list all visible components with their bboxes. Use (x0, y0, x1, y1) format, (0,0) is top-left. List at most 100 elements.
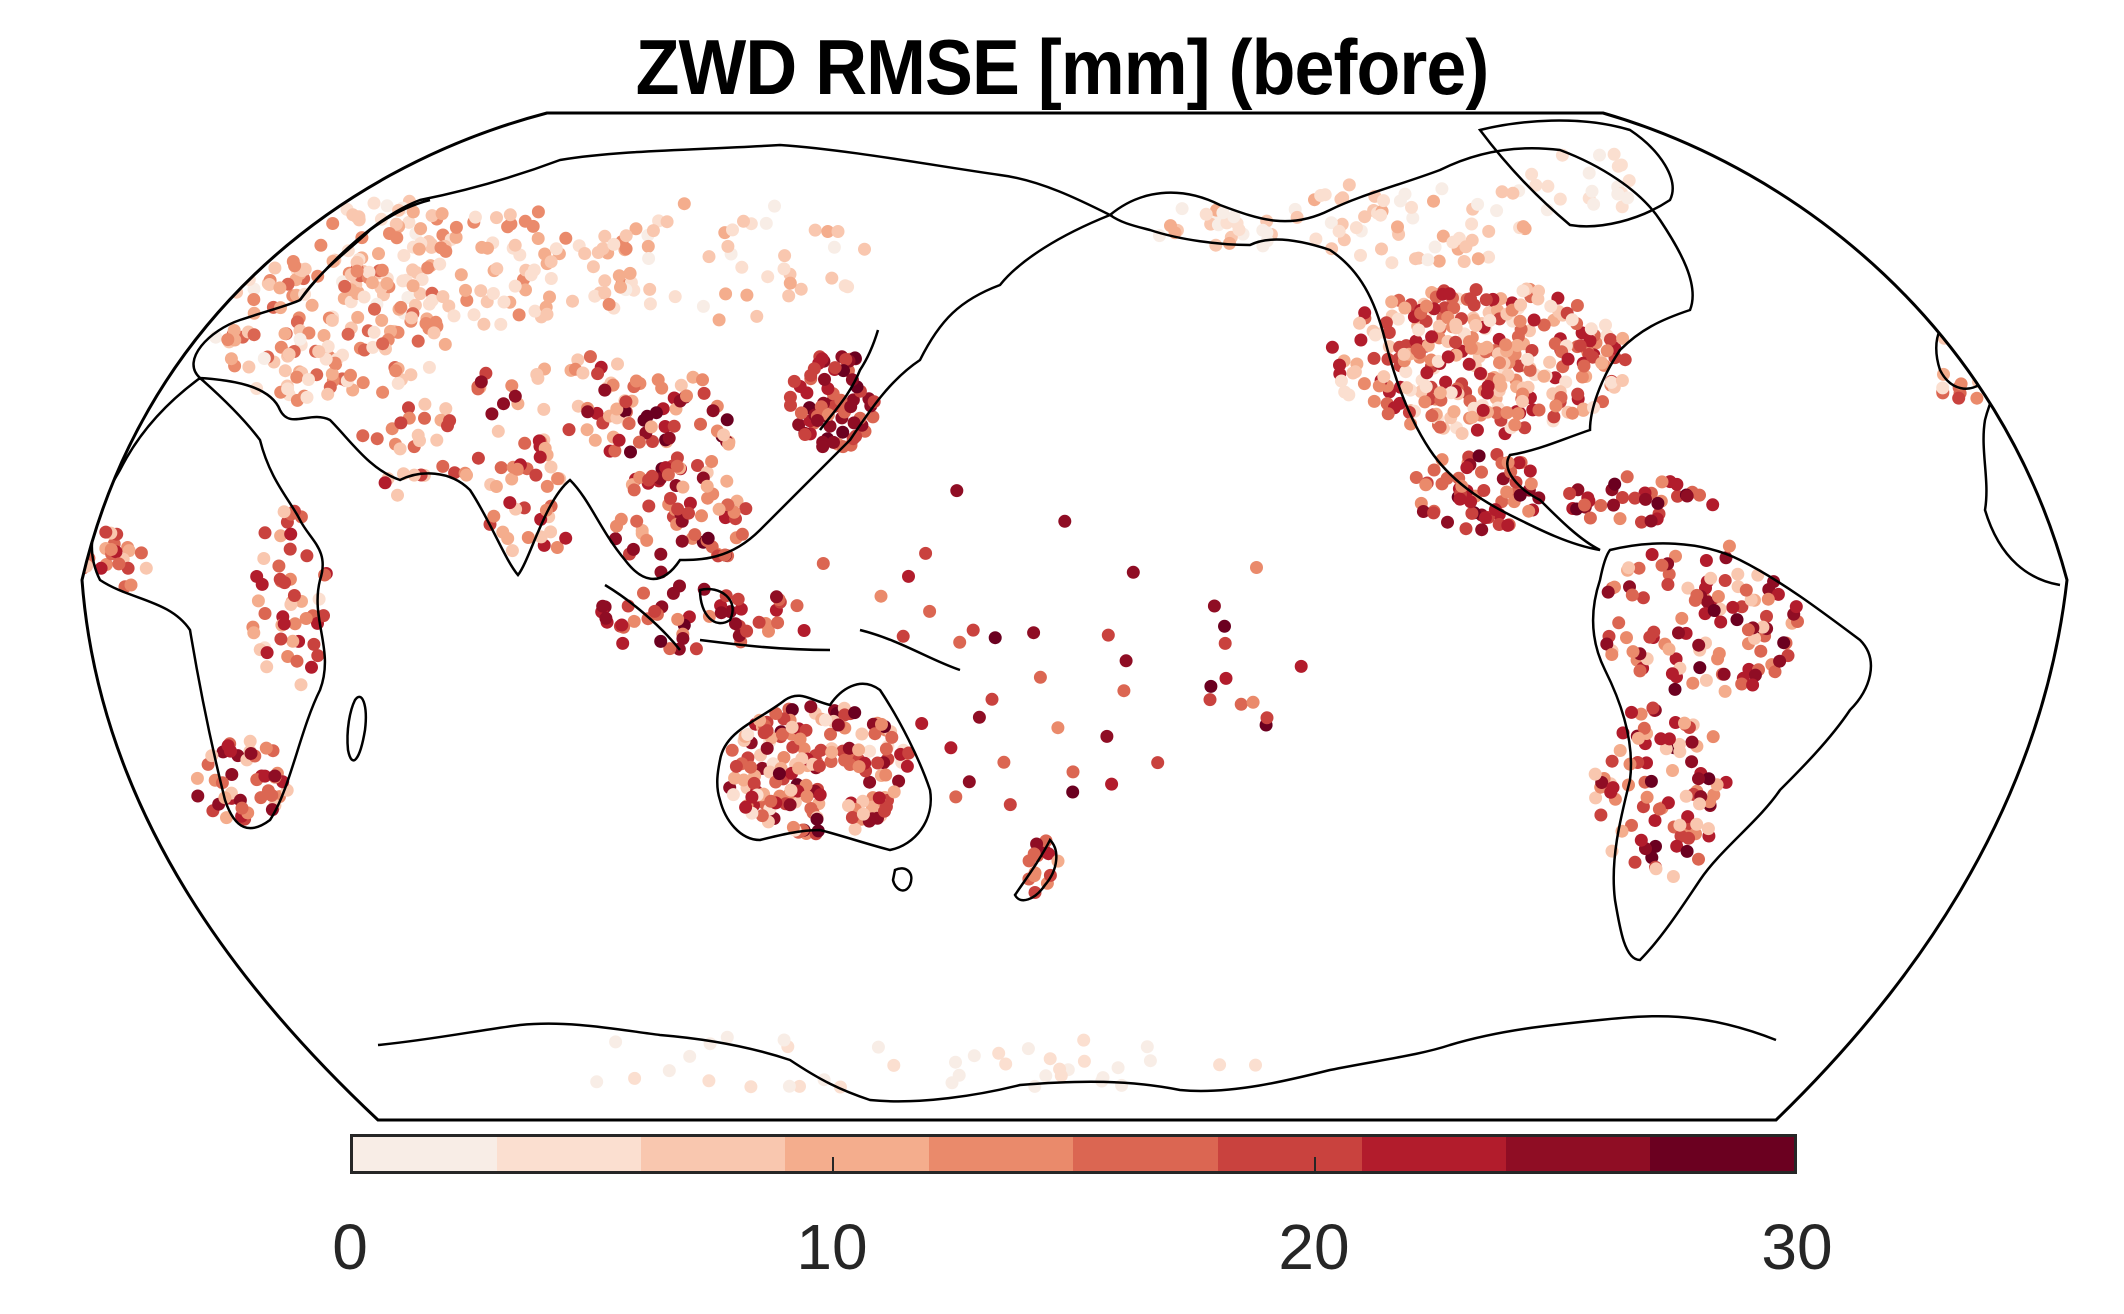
colorbar-tick-20 (1314, 1157, 1316, 1171)
station-dot (307, 637, 321, 651)
station-dot (1249, 1058, 1262, 1072)
station-dot (1618, 353, 1632, 367)
station-dot (341, 327, 355, 341)
station-dot (448, 466, 462, 480)
station-dot (1105, 777, 1119, 791)
station-dot (1435, 182, 1449, 196)
station-dot (460, 293, 474, 307)
station-dot (312, 592, 326, 606)
station-dot (645, 469, 659, 483)
station-dot (1967, 343, 1981, 357)
station-dot (654, 634, 668, 648)
station-dot (962, 775, 976, 789)
station-dot (268, 769, 282, 783)
station-dot (689, 642, 703, 656)
station-dot (726, 788, 740, 802)
station-dot (804, 700, 818, 714)
colorbar-bin (1649, 1137, 1794, 1171)
station-dot (367, 196, 381, 210)
station-dot (967, 1049, 981, 1063)
station-dot (1405, 200, 1418, 214)
station-dot (1232, 223, 1246, 237)
station-dot (1353, 316, 1366, 330)
station-dot (1427, 194, 1440, 208)
station-dot (772, 767, 786, 781)
station-dot (1493, 356, 1506, 370)
station-dot (784, 783, 798, 797)
station-dot (1672, 737, 1686, 751)
station-dot (134, 546, 148, 560)
station-dot (1111, 1061, 1125, 1075)
station-dot (819, 713, 832, 727)
station-dot (1692, 772, 1705, 786)
station-dot (1512, 456, 1526, 470)
station-dot (1600, 637, 1614, 651)
station-dot (1726, 600, 1740, 614)
station-dot (273, 281, 287, 295)
station-dot (1594, 499, 1608, 512)
station-dot (1744, 593, 1758, 607)
station-dot (1666, 764, 1679, 777)
station-dot (1314, 189, 1328, 202)
station-dot (1474, 367, 1487, 380)
station-dot (1495, 185, 1509, 199)
station-dot (1349, 221, 1363, 235)
station-dot (1416, 505, 1430, 518)
station-dot (1631, 731, 1645, 745)
station-dot (1367, 351, 1381, 365)
station-dot (1391, 312, 1405, 326)
station-dot (609, 1035, 623, 1049)
station-dot (1601, 585, 1615, 599)
station-dot (390, 231, 404, 245)
station-dot (436, 290, 450, 304)
station-dot (1699, 554, 1713, 567)
station-dot (402, 215, 416, 229)
station-dot (827, 240, 841, 254)
station-dot (1662, 567, 1676, 581)
station-dot (344, 368, 357, 382)
station-dot (661, 468, 675, 482)
station-dot (529, 468, 543, 482)
station-dot (676, 480, 690, 494)
station-dot (1043, 1052, 1057, 1066)
station-dot (350, 264, 364, 278)
station-dot (1587, 197, 1601, 211)
station-dot (670, 459, 684, 473)
station-dot (792, 761, 806, 775)
station-dot (1492, 373, 1506, 387)
station-dot (286, 634, 300, 648)
colorbar (350, 1134, 1797, 1174)
station-dot (1140, 1040, 1154, 1054)
station-dot (1662, 642, 1676, 656)
station-dot (1433, 420, 1447, 434)
station-dot (485, 407, 499, 421)
station-dot (598, 229, 612, 243)
station-dot (1688, 593, 1702, 607)
station-dot (844, 400, 858, 414)
station-dot (662, 431, 676, 445)
station-dot (112, 557, 126, 571)
station-dot (1606, 781, 1620, 795)
station-dot (1680, 844, 1694, 858)
station-dot (734, 602, 748, 616)
station-dot (1358, 306, 1372, 320)
station-dot (519, 283, 532, 297)
station-dot (1367, 394, 1381, 408)
station-dot (474, 375, 488, 389)
station-dot (1021, 1042, 1035, 1056)
station-dot (468, 210, 482, 224)
station-dot (1699, 673, 1713, 687)
station-dot (596, 599, 610, 613)
station-dot (1427, 463, 1441, 477)
station-dot (286, 255, 300, 268)
station-dot (1379, 316, 1393, 330)
station-dot (494, 317, 508, 331)
station-dot (871, 1040, 885, 1054)
station-dot (356, 376, 370, 390)
station-dot (366, 340, 380, 354)
station-dot (531, 205, 545, 219)
station-dot (1385, 295, 1399, 309)
station-dot (1649, 839, 1662, 853)
station-dot (812, 759, 826, 773)
colorbar-bin (353, 1137, 498, 1171)
